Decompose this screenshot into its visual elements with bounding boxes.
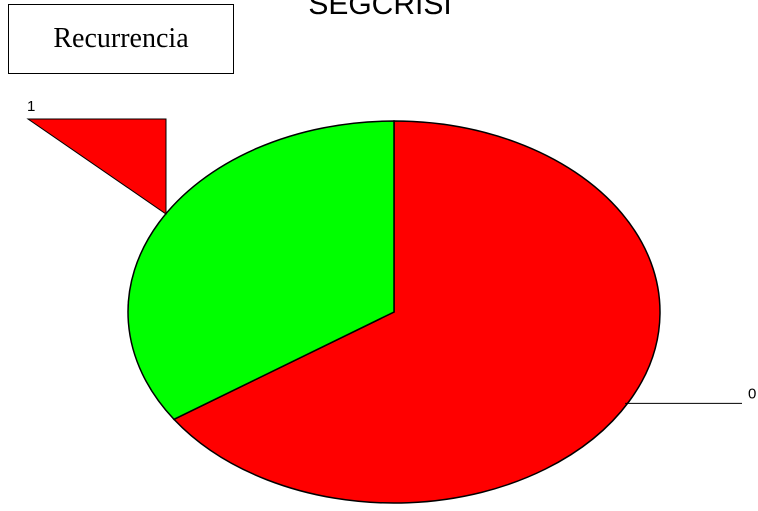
slice-labels: 01 bbox=[26, 98, 756, 404]
legend-title: Recurrencia bbox=[53, 23, 189, 54]
pie-slice-1 bbox=[127, 120, 395, 421]
callout-triangle-1 bbox=[26, 118, 167, 215]
slice-label-1: 1 bbox=[27, 98, 35, 115]
slice-label-0: 0 bbox=[748, 385, 756, 402]
pie-slices bbox=[127, 120, 661, 504]
pie-slice-0 bbox=[172, 120, 661, 504]
legend-box: Recurrencia bbox=[8, 4, 234, 74]
chart-title: SEGCRISI bbox=[308, 0, 451, 21]
